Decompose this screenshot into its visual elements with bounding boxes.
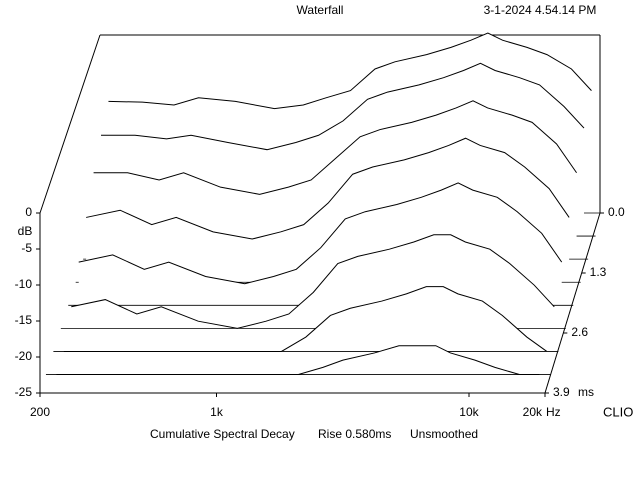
x-tick-label: 1k — [210, 405, 224, 419]
footer-text: Cumulative Spectral Decay — [150, 427, 295, 441]
slice-line — [71, 234, 555, 329]
slice-line — [108, 32, 592, 110]
y-tick-label: -5 — [21, 241, 32, 255]
y-tick-label: 0 — [25, 205, 32, 219]
z-tick-label: 3.9 — [553, 385, 570, 399]
x-tick-label: 200 — [30, 405, 50, 419]
slice-line — [86, 137, 570, 240]
footer-text: Rise 0.580ms — [318, 427, 391, 441]
x-unit: Hz — [546, 405, 561, 419]
x-tick-label: 20k — [523, 405, 543, 419]
x-tick-label: 10k — [459, 405, 479, 419]
brand: CLIO — [603, 404, 633, 419]
slice-line — [93, 100, 577, 195]
slice-line — [63, 286, 548, 352]
chart-title: Waterfall — [297, 3, 344, 17]
slice-fill — [56, 345, 540, 375]
footer-text: Unsmoothed — [410, 427, 478, 441]
slice-fill — [63, 286, 547, 352]
z-tick-label: 2.6 — [571, 325, 588, 339]
z-tick-label: 0.0 — [608, 205, 625, 219]
y-tick-label: -15 — [15, 313, 33, 327]
y-tick-label: -10 — [15, 277, 33, 291]
slice-line — [56, 345, 540, 376]
frame — [39, 34, 601, 394]
z-unit: ms — [578, 385, 594, 399]
slice-line — [78, 182, 563, 285]
y-tick-label: -20 — [15, 349, 33, 363]
z-tick-label: 1.3 — [590, 265, 607, 279]
slice-line — [101, 62, 585, 151]
y-axis-label: dB — [18, 224, 33, 238]
timestamp: 3-1-2024 4.54.14 PM — [484, 3, 597, 17]
y-tick-label: -25 — [15, 385, 33, 399]
